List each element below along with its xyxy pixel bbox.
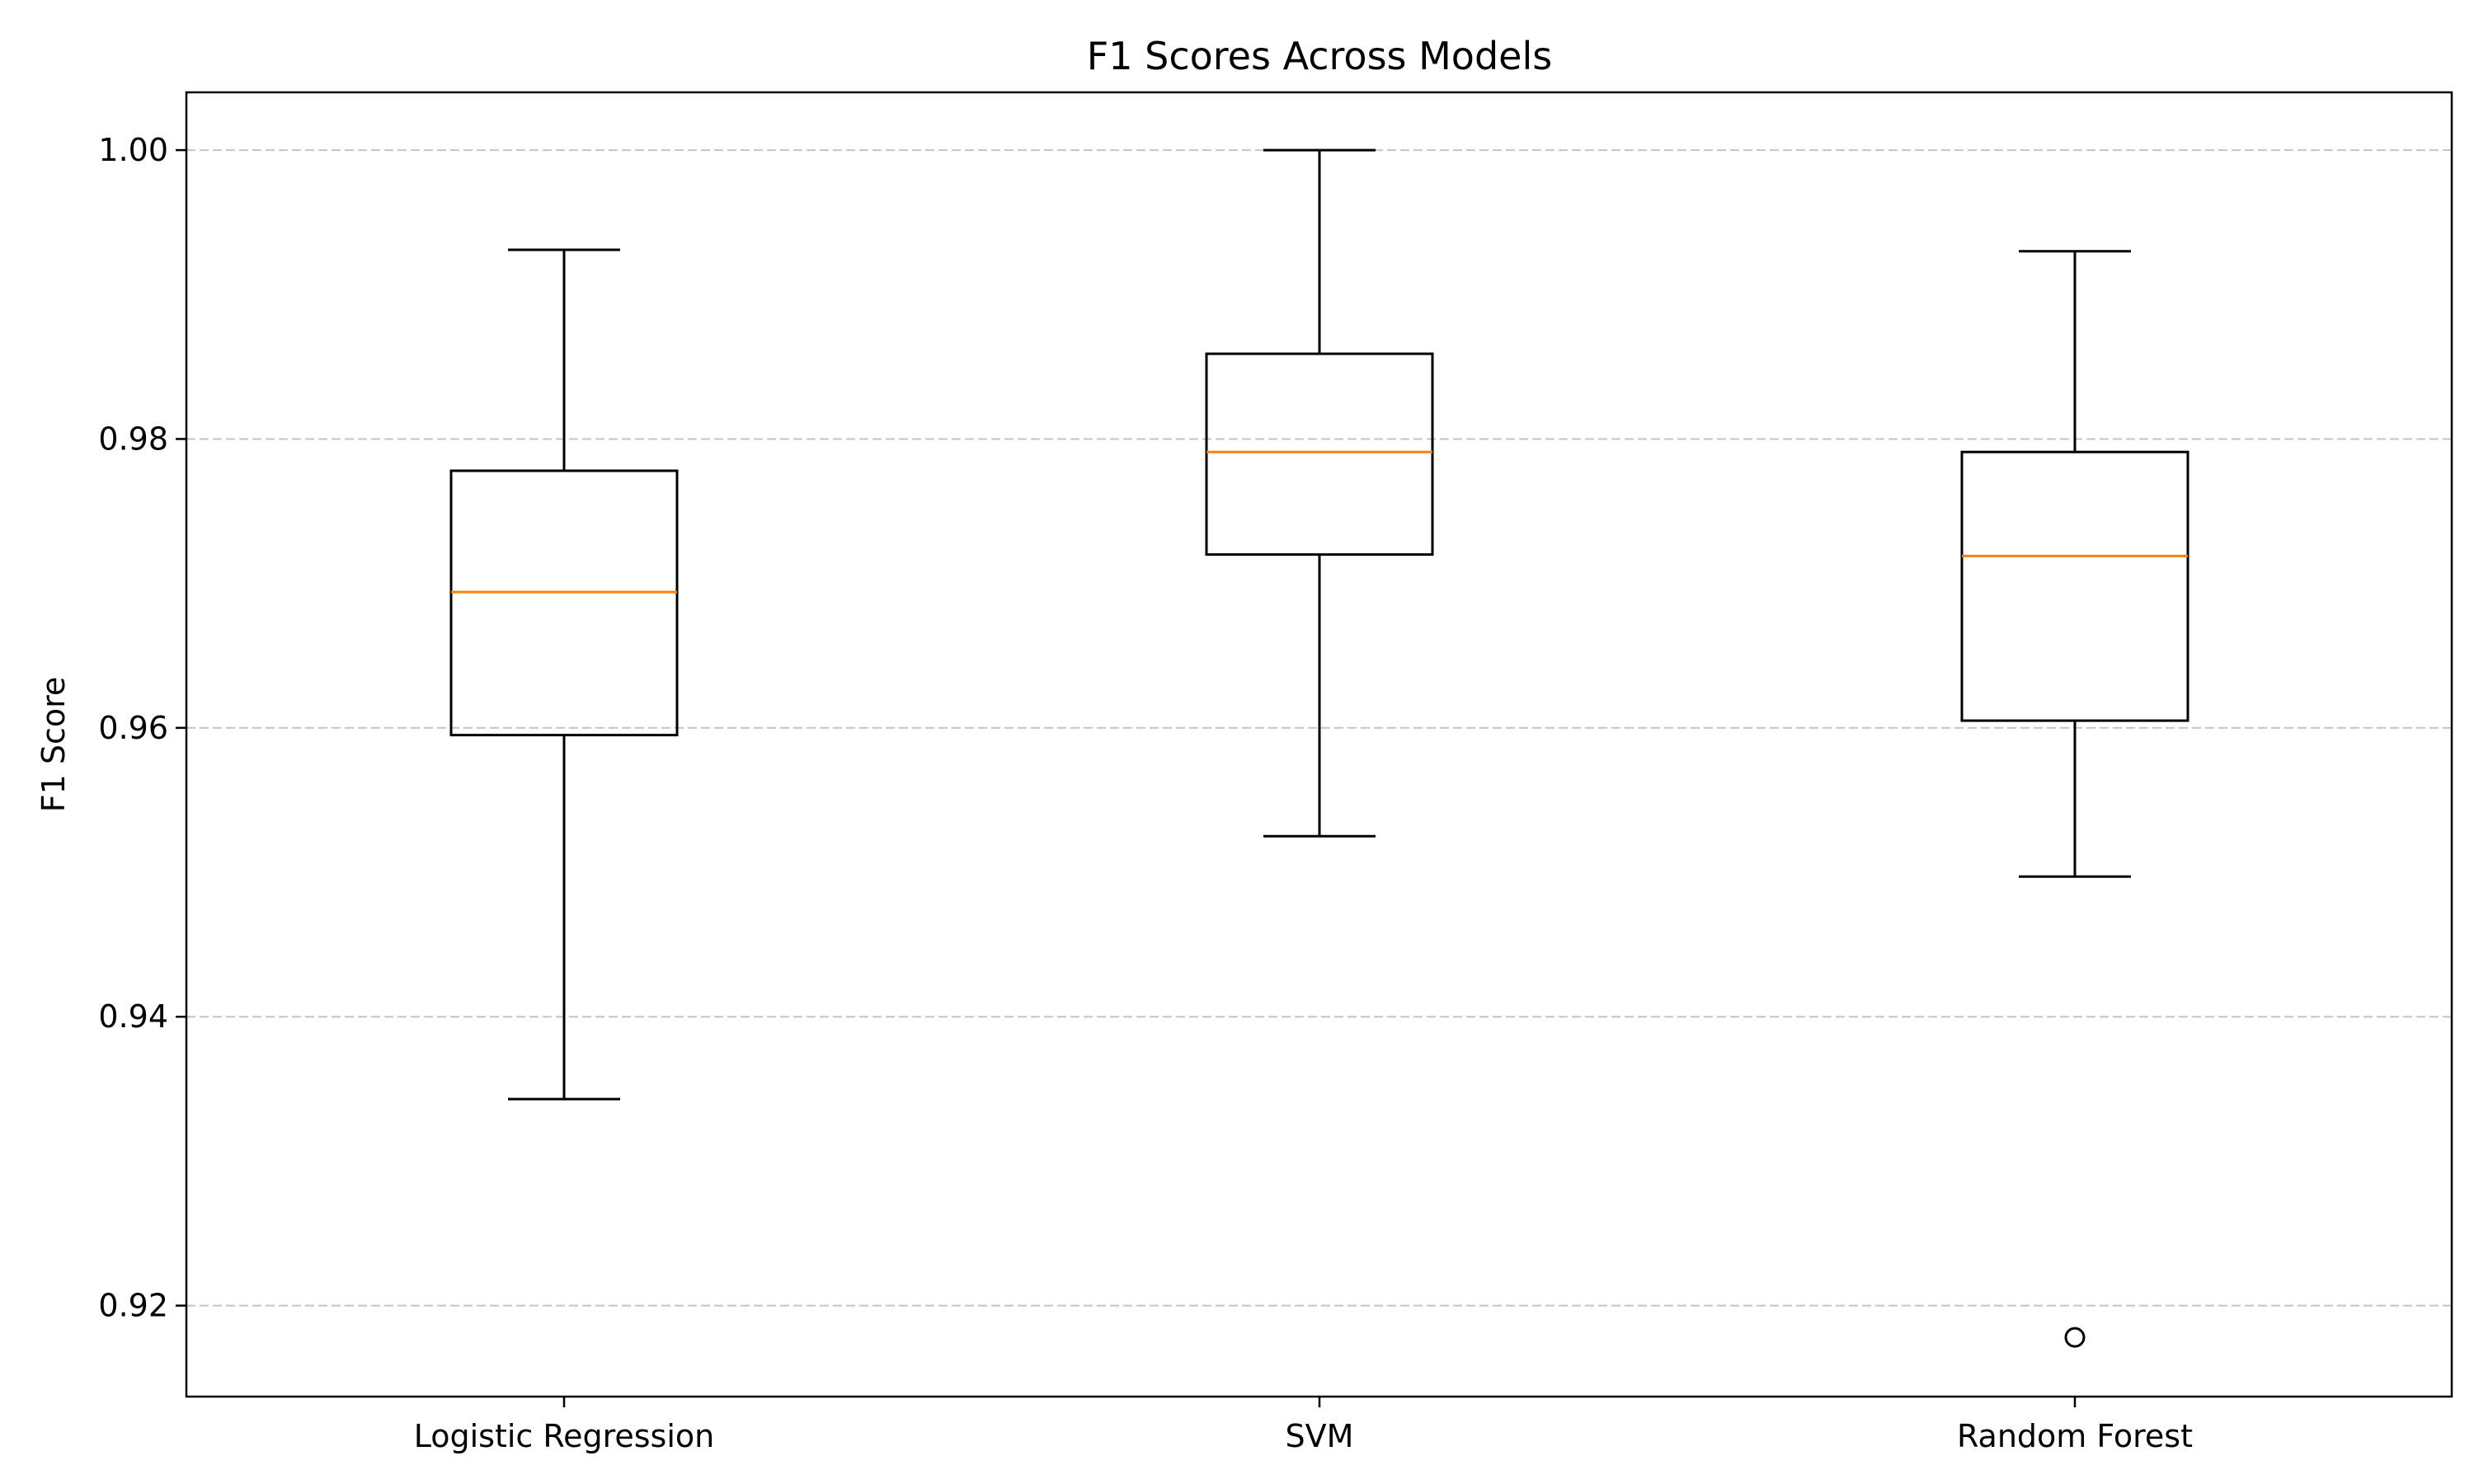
iqr-box [1205,352,1434,556]
y-tick-label: 0.96 [98,710,168,746]
x-tick-label: Random Forest [1957,1418,2193,1454]
y-tick-label: 1.00 [98,132,168,168]
x-tick-label: SVM [1286,1418,1354,1454]
chart-title: F1 Scores Across Models [1087,34,1552,78]
box-group [1960,250,2189,1348]
x-tick-label: Logistic Regression [414,1418,715,1454]
iqr-box [1960,450,2189,722]
y-axis-label: F1 Score [35,677,72,813]
x-axis: Logistic Regression SVM Random Forest [414,1397,2193,1454]
box-group [1205,148,1434,838]
y-tick-label: 0.98 [98,420,168,457]
y-tick-label: 0.92 [98,1288,168,1324]
box-layer [449,148,2189,1348]
outlier-point [2064,1327,2086,1348]
iqr-box [449,469,679,737]
y-axis: 0.92 0.94 0.96 0.98 1.00 [98,132,186,1324]
box-group [449,248,679,1101]
y-tick-label: 0.94 [98,998,168,1035]
